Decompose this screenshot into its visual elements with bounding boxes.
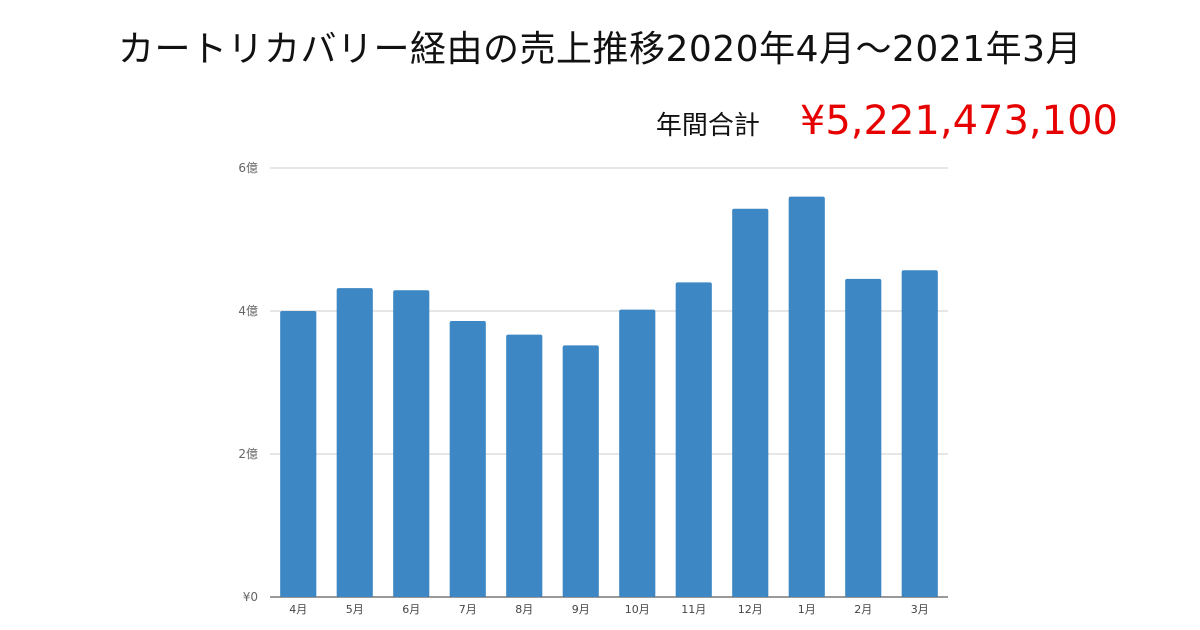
y-tick-label: 2億	[238, 447, 258, 461]
bar	[845, 278, 882, 597]
x-tick-label: 12月	[738, 603, 763, 616]
chart-title: カートリカバリー経由の売上推移2020年4月～2021年3月	[117, 29, 1083, 70]
y-tick-label: 4億	[238, 304, 258, 318]
x-tick-label: 3月	[911, 603, 929, 616]
annual-total: 年間合計 ¥5,221,473,100	[656, 98, 1118, 144]
bar	[393, 290, 430, 597]
x-tick-label: 4月	[289, 603, 307, 616]
bar	[506, 334, 543, 597]
annual-total-label: 年間合計	[655, 111, 760, 141]
x-tick-label: 8月	[515, 603, 533, 616]
x-tick-label: 9月	[572, 603, 590, 616]
bar	[562, 345, 599, 597]
bar	[449, 321, 486, 597]
x-tick-label: 11月	[681, 603, 706, 616]
annual-total-value: ¥5,221,473,100	[799, 98, 1118, 144]
bar	[675, 282, 712, 597]
x-tick-label: 10月	[625, 603, 650, 616]
bar	[280, 311, 317, 597]
x-tick-label: 7月	[459, 603, 477, 616]
x-tick-label: 1月	[798, 603, 816, 616]
x-tick-label: 2月	[854, 603, 872, 616]
bar	[732, 208, 769, 597]
bar	[336, 288, 373, 597]
bar	[901, 270, 938, 597]
bar	[788, 196, 825, 597]
y-tick-label: ¥0	[243, 590, 258, 604]
y-tick-label: 6億	[238, 161, 258, 175]
bar	[619, 309, 656, 597]
x-tick-label: 6月	[402, 603, 420, 616]
x-tick-label: 5月	[346, 603, 364, 616]
